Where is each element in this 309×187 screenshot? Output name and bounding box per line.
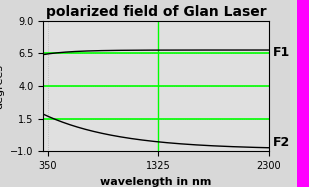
X-axis label: wavelength in nm: wavelength in nm: [100, 177, 212, 187]
Text: F2: F2: [273, 136, 290, 149]
Title: polarized field of Glan Laser: polarized field of Glan Laser: [46, 5, 266, 19]
Y-axis label: degrees: degrees: [0, 64, 5, 108]
Text: F1: F1: [273, 46, 290, 59]
